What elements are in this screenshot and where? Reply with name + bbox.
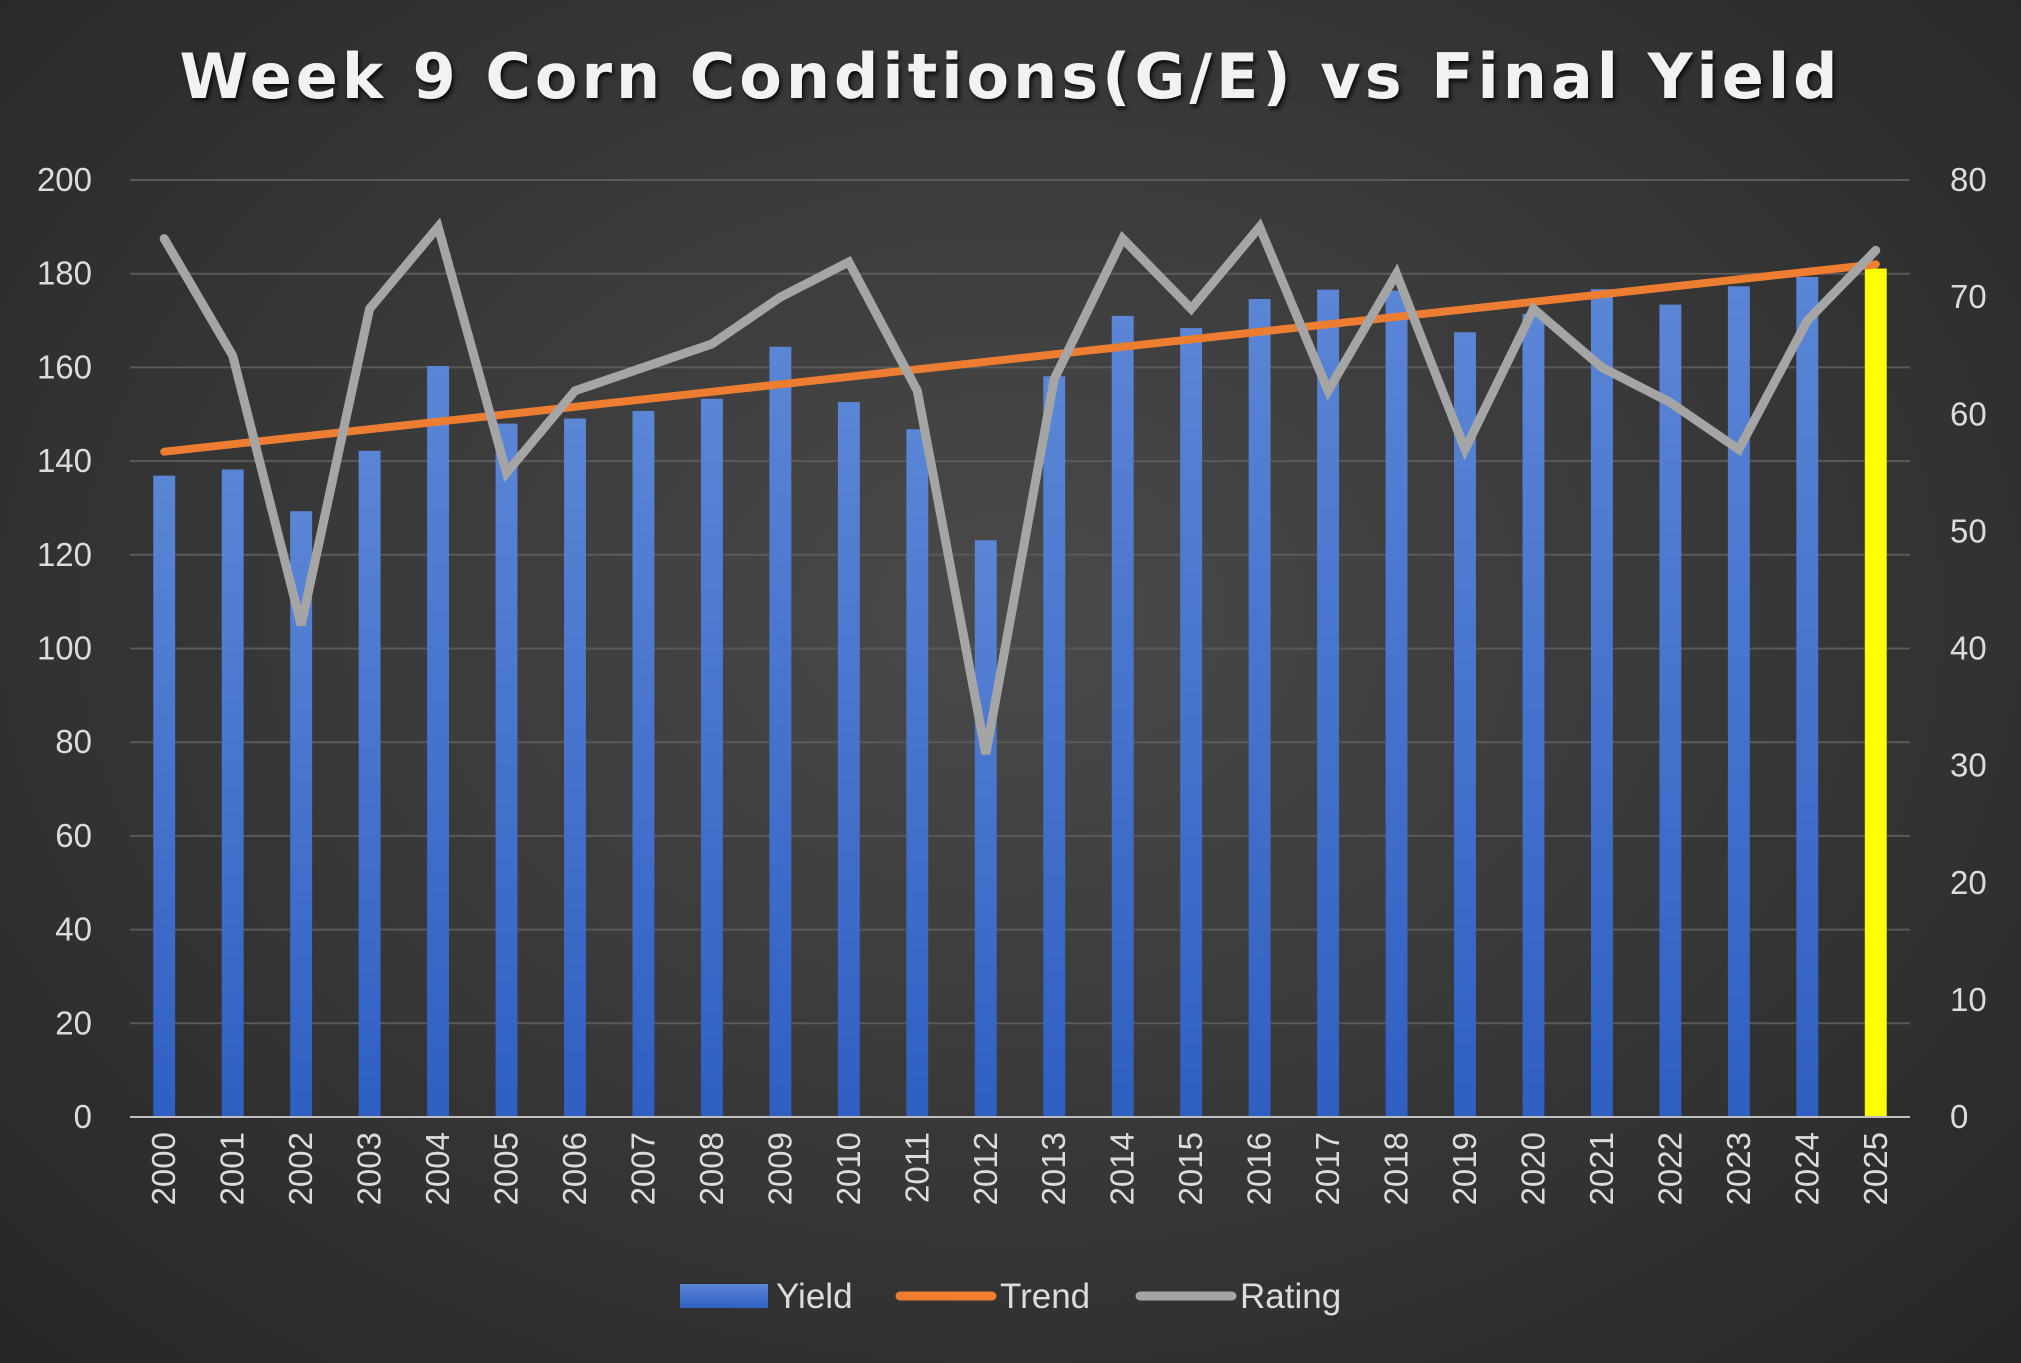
x-tick-label: 2019 bbox=[1446, 1132, 1483, 1205]
series-lines bbox=[159, 217, 1881, 755]
bar-yield bbox=[769, 346, 792, 1117]
y2-tick-label: 40 bbox=[1950, 630, 1987, 667]
x-tick-label: 2018 bbox=[1378, 1132, 1415, 1205]
bar-yield bbox=[564, 418, 586, 1117]
line-rating bbox=[159, 217, 1881, 755]
legend-label-rating: Rating bbox=[1240, 1277, 1341, 1316]
x-tick-label: 2009 bbox=[761, 1132, 798, 1205]
bar-yield bbox=[1111, 315, 1134, 1117]
x-tick-label: 2007 bbox=[624, 1132, 661, 1205]
bar-yield bbox=[427, 365, 450, 1117]
x-tick-label: 2014 bbox=[1104, 1132, 1141, 1205]
y2-tick-label: 10 bbox=[1950, 981, 1987, 1018]
y-tick-label: 140 bbox=[37, 442, 92, 479]
y2-tick-label: 60 bbox=[1950, 395, 1987, 432]
x-tick-label: 2023 bbox=[1720, 1132, 1757, 1205]
x-tick-label: 2025 bbox=[1857, 1132, 1894, 1205]
bar-yield bbox=[153, 475, 176, 1117]
chart-title: Week 9 Corn Conditions(G/E) vs Final Yie… bbox=[179, 40, 1842, 113]
gridlines bbox=[130, 179, 1910, 1025]
bar-yield bbox=[700, 398, 723, 1117]
y-tick-label: 100 bbox=[37, 630, 92, 667]
bar-yield bbox=[1659, 304, 1682, 1118]
y2-tick-label: 30 bbox=[1950, 747, 1987, 784]
x-tick-label: 2002 bbox=[282, 1132, 319, 1205]
y-tick-label: 160 bbox=[37, 348, 92, 385]
y2-tick-label: 50 bbox=[1950, 512, 1987, 549]
x-tick-label: 2000 bbox=[145, 1132, 182, 1205]
bar-yield bbox=[906, 429, 929, 1117]
legend: Yield Trend Rating bbox=[680, 1277, 1341, 1316]
bar-yield bbox=[1043, 376, 1066, 1117]
bar-yield bbox=[1522, 313, 1545, 1118]
y-tick-label: 0 bbox=[74, 1098, 92, 1135]
y2-tick-label: 80 bbox=[1950, 161, 1987, 198]
x-tick-label: 2011 bbox=[898, 1132, 935, 1203]
x-tick-label: 2008 bbox=[693, 1132, 730, 1205]
bar-yield bbox=[1796, 276, 1819, 1117]
bar-yield bbox=[1180, 328, 1203, 1117]
x-tick-label: 2024 bbox=[1788, 1132, 1825, 1205]
x-tick-label: 2006 bbox=[556, 1132, 593, 1205]
y-tick-label: 80 bbox=[55, 723, 92, 760]
x-tick-label: 2013 bbox=[1035, 1132, 1072, 1205]
x-tick-label: 2004 bbox=[419, 1132, 456, 1205]
x-tick-label: 2001 bbox=[214, 1132, 251, 1205]
y-tick-label: 180 bbox=[37, 255, 92, 292]
bar-yield bbox=[358, 450, 381, 1118]
bar-yield bbox=[1727, 286, 1750, 1117]
y2-tick-label: 0 bbox=[1950, 1098, 1968, 1135]
bar-yield bbox=[632, 410, 655, 1118]
bar-yield bbox=[974, 540, 997, 1117]
right-y-axis: 0 10 20 30 40 50 60 70 80 bbox=[1950, 161, 1987, 1135]
x-tick-label: 2003 bbox=[351, 1132, 388, 1205]
y2-tick-label: 20 bbox=[1950, 864, 1987, 901]
y-tick-label: 20 bbox=[55, 1004, 92, 1041]
x-tick-label: 2015 bbox=[1172, 1132, 1209, 1205]
x-tick-label: 2020 bbox=[1514, 1132, 1551, 1205]
x-tick-label: 2021 bbox=[1583, 1132, 1620, 1205]
y-tick-label: 120 bbox=[37, 536, 92, 573]
line-trend bbox=[160, 260, 1880, 456]
bar-yield bbox=[1248, 298, 1271, 1117]
x-tick-label: 2005 bbox=[488, 1132, 525, 1205]
x-tick-label: 2017 bbox=[1309, 1132, 1346, 1205]
bar-yield bbox=[1454, 332, 1476, 1117]
bar-yield bbox=[1317, 289, 1340, 1117]
x-tick-label: 2012 bbox=[967, 1132, 1004, 1205]
y2-tick-label: 70 bbox=[1950, 278, 1987, 315]
bar-yield bbox=[495, 423, 518, 1117]
x-tick-label: 2022 bbox=[1651, 1132, 1688, 1205]
x-tick-label: 2010 bbox=[830, 1132, 867, 1205]
bar-yield bbox=[1385, 290, 1408, 1117]
x-tick-label: 2016 bbox=[1241, 1132, 1278, 1205]
y-tick-label: 40 bbox=[55, 911, 92, 948]
bar-yield bbox=[290, 511, 313, 1117]
bar-yield bbox=[1864, 268, 1887, 1117]
y-tick-label: 60 bbox=[55, 817, 92, 854]
legend-label-yield: Yield bbox=[776, 1277, 853, 1316]
bar-yield bbox=[837, 402, 860, 1118]
yield-bars bbox=[153, 268, 1887, 1118]
legend-swatch-yield bbox=[680, 1284, 768, 1308]
x-axis-labels: 2000 2001 2002 2003 2004 2005 2006 2007 2008 2009… bbox=[145, 1132, 1894, 1205]
y-tick-label: 200 bbox=[37, 161, 92, 198]
left-y-axis: 0 20 40 60 80 100 120 140 160 180 200 bbox=[37, 161, 92, 1135]
bar-yield bbox=[221, 469, 244, 1118]
legend-label-trend: Trend bbox=[1000, 1277, 1090, 1316]
bar-yield bbox=[1590, 289, 1613, 1117]
